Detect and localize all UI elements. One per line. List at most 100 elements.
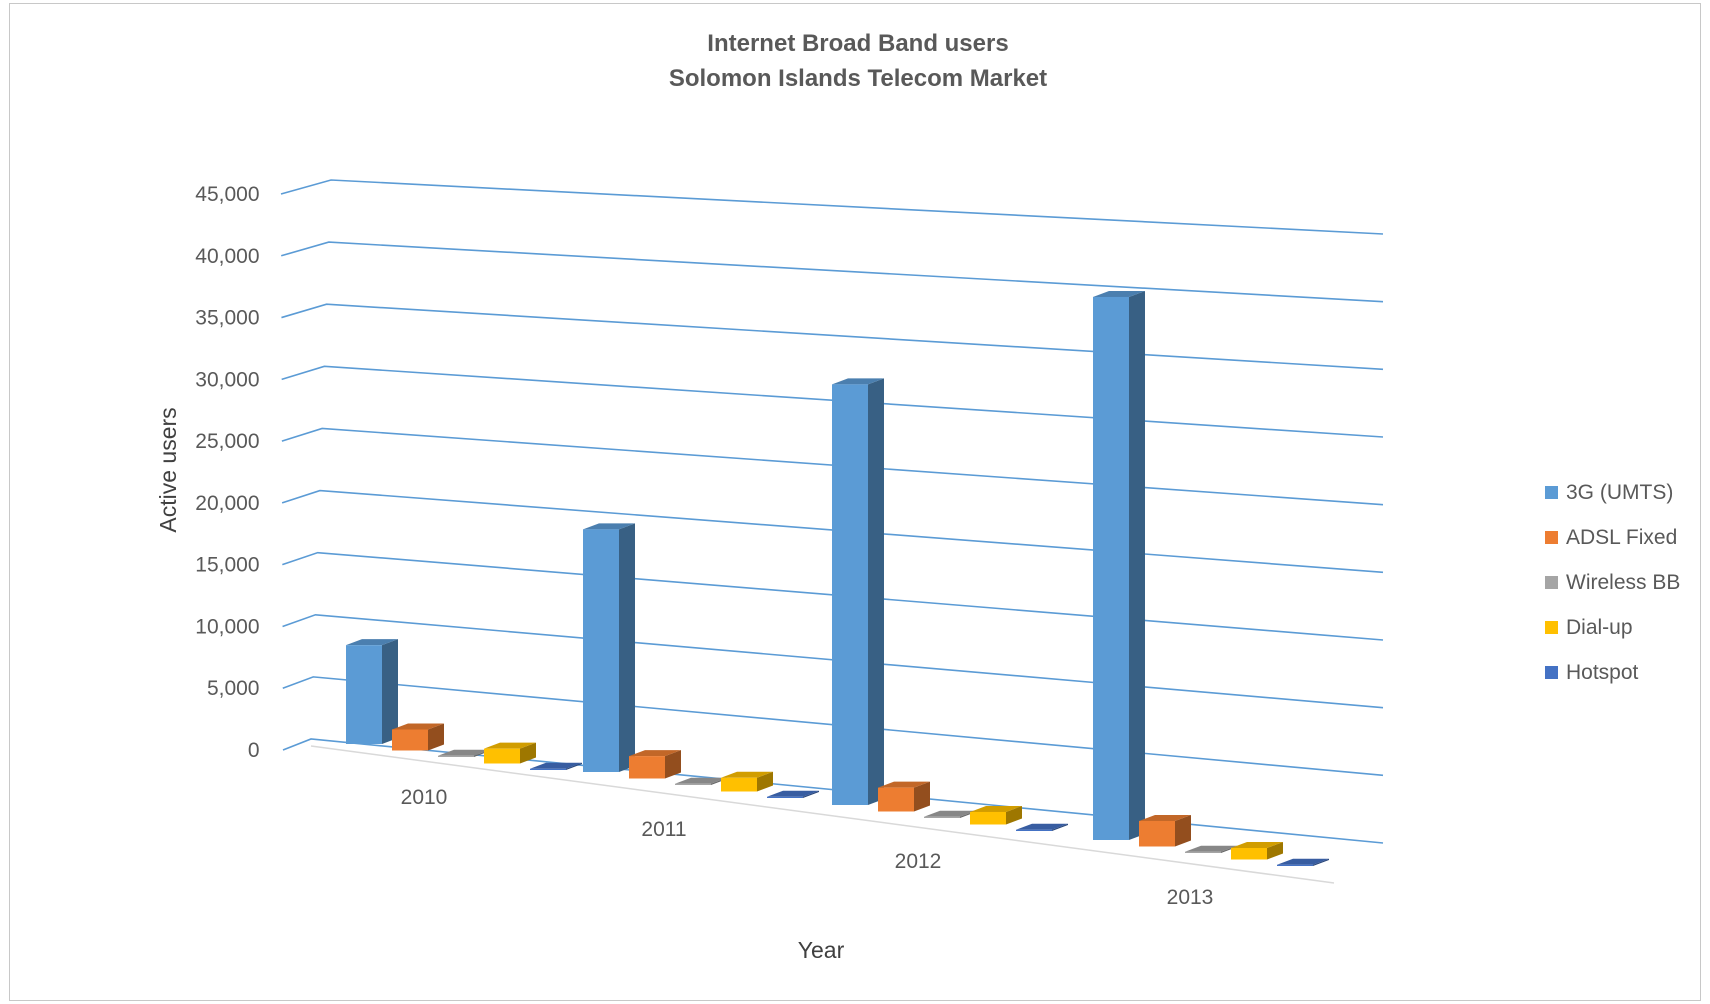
gridline	[281, 303, 1384, 371]
bar-front	[832, 384, 868, 805]
bar-top	[970, 805, 1022, 812]
bar-side	[1006, 805, 1022, 825]
bar	[924, 810, 976, 818]
x-tick-label: 2010	[401, 786, 448, 809]
y-tick-label: 0	[248, 739, 260, 762]
bar-top	[1185, 845, 1237, 852]
legend-item: Wireless BB	[1545, 560, 1680, 605]
bar-top	[1093, 290, 1145, 297]
bar-top	[583, 523, 635, 530]
bar-front	[1016, 829, 1052, 831]
bar-top	[1139, 814, 1191, 821]
y-tick-label: 20,000	[195, 492, 259, 515]
legend-label: ADSL Fixed	[1566, 525, 1678, 549]
chart-subtitle: Solomon Islands Telecom Market	[668, 65, 1048, 92]
bar-top	[1016, 823, 1068, 830]
bar-top	[392, 723, 444, 730]
chart-floor	[310, 745, 1335, 884]
chart-title-block: Internet Broad Band users Solomon Island…	[0, 26, 1710, 96]
bar	[1093, 290, 1145, 840]
bar-top	[675, 777, 727, 784]
legend-swatch	[1545, 576, 1558, 589]
bar-top	[438, 749, 490, 756]
y-tick-label: 15,000	[195, 554, 259, 577]
floor-edge	[310, 745, 1335, 884]
bar-top	[767, 790, 819, 797]
bar-side	[665, 750, 681, 779]
gridline	[281, 489, 1384, 574]
bar	[767, 790, 819, 798]
bar-side	[1175, 814, 1191, 847]
legend: 3G (UMTS) ADSL Fixed Wireless BB Dial-up Hot…	[1545, 470, 1680, 695]
bar-front	[484, 748, 520, 764]
x-tick-label: 2013	[1167, 886, 1214, 909]
bar	[530, 762, 582, 770]
y-tick-label: 5,000	[207, 677, 260, 700]
bar-side	[914, 781, 930, 812]
gridline	[281, 427, 1384, 506]
bar-side	[1129, 290, 1145, 840]
bar	[346, 639, 398, 744]
y-tick-label: 10,000	[195, 615, 259, 638]
gridline	[282, 613, 1384, 709]
bar-top	[878, 781, 930, 788]
gridline	[281, 241, 1384, 303]
y-tick-label: 25,000	[195, 430, 259, 453]
bar-side	[566, 762, 582, 770]
legend-label: Wireless BB	[1566, 570, 1681, 594]
gridline	[280, 179, 1384, 235]
legend-label: 3G (UMTS)	[1566, 480, 1674, 504]
y-tick-label: 30,000	[195, 368, 259, 391]
bar-side	[1267, 842, 1283, 860]
bar-front	[392, 729, 428, 751]
bar-side	[803, 790, 819, 798]
y-axis-title: Active users	[155, 407, 181, 532]
gridline	[282, 551, 1384, 641]
bar-side	[428, 723, 444, 751]
legend-swatch	[1545, 486, 1558, 499]
legend-item: 3G (UMTS)	[1545, 470, 1680, 515]
bar	[392, 723, 444, 751]
gridline	[282, 738, 1384, 844]
bar	[1277, 858, 1329, 866]
bar-top	[629, 750, 681, 757]
bar	[1231, 842, 1283, 860]
chart-title: Internet Broad Band users	[707, 30, 1009, 57]
bar-top	[530, 762, 582, 769]
bar-front	[1139, 820, 1175, 847]
legend-swatch	[1545, 666, 1558, 679]
bar-top	[1277, 858, 1329, 865]
bar	[629, 750, 681, 779]
bar-side	[619, 523, 635, 772]
bar	[1139, 814, 1191, 847]
gridlines	[280, 179, 1384, 844]
gridline	[282, 676, 1384, 777]
bar-front	[346, 645, 382, 744]
bar	[832, 378, 884, 805]
bar	[484, 742, 536, 764]
bar	[675, 777, 727, 785]
y-tick-label: 35,000	[195, 307, 259, 330]
bar	[1185, 845, 1237, 853]
x-tick-label: 2012	[895, 850, 942, 873]
bar-front	[675, 783, 711, 785]
bar-side	[1052, 823, 1068, 831]
gridline	[281, 365, 1384, 438]
bar-front	[721, 777, 757, 792]
legend-item: ADSL Fixed	[1545, 515, 1680, 560]
y-tick-label: 45,000	[195, 183, 259, 206]
bar-front	[530, 768, 566, 770]
x-tick-labels: 2010 2011 2012 2013	[401, 786, 1214, 909]
bar-front	[1185, 851, 1221, 853]
legend-swatch	[1545, 531, 1558, 544]
y-tick-labels: 0 5,000 10,000 15,000 20,000 25,000 30,000 35,0…	[195, 183, 259, 762]
bar	[878, 781, 930, 812]
bar-side	[382, 639, 398, 744]
bar-front	[767, 796, 803, 798]
bar-front	[1231, 848, 1267, 860]
legend-label: Hotspot	[1566, 660, 1639, 684]
bar-side	[520, 742, 536, 764]
bar-top	[346, 639, 398, 646]
bar-side	[1313, 858, 1329, 866]
